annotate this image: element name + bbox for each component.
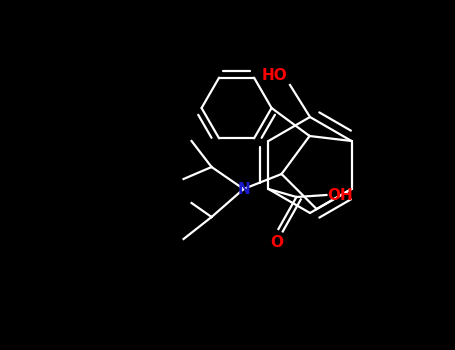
Text: HO: HO: [261, 68, 287, 83]
Text: N: N: [237, 182, 250, 196]
Text: O: O: [270, 235, 283, 250]
Text: OH: OH: [328, 188, 353, 203]
